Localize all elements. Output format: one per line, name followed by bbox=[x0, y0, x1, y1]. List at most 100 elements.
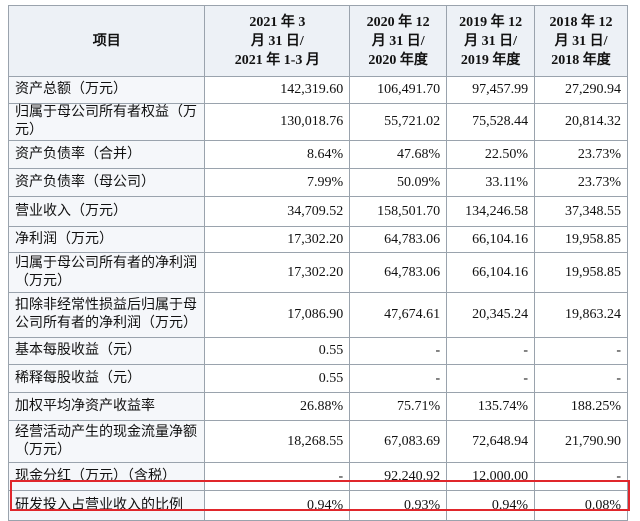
table-row: 稀释每股收益（元） 0.55- - - bbox=[7, 364, 628, 393]
row-label: 经营活动产生的现金流量净额（万元） bbox=[7, 420, 206, 463]
table-row: 归属于母公司所有者的净利润（万元） 17,302.20 64,783.06 66,10… bbox=[7, 252, 628, 293]
row-label: 扣除非经常性损益后归属于母公司所有者的净利润（万元） bbox=[7, 292, 206, 338]
cell-value: 66,104.16 bbox=[446, 252, 536, 293]
table-row: 归属于母公司所有者权益（万元） 130,018.76 55,721.02 75,528… bbox=[7, 103, 628, 141]
cell-value: 0.93% bbox=[349, 490, 448, 521]
table-row: 营业收入（万元） 34,709.52 158,501.70 134,246.58 37,… bbox=[7, 196, 628, 227]
header-cell: 2020 年 12 月 31 日/2020 年度 bbox=[349, 5, 448, 77]
cell-value: - bbox=[446, 364, 536, 393]
header-line: 月 31 日/ bbox=[250, 33, 304, 49]
cell-value: 55,721.02 bbox=[349, 103, 448, 141]
table-row: 资产总额（万元） 142,319.60 106,491.70 97,457.99 27,… bbox=[7, 76, 628, 104]
header-line: 2021 年 3 bbox=[249, 14, 306, 30]
cell-value: 64,783.06 bbox=[349, 226, 448, 253]
cell-value: 72,648.94 bbox=[446, 420, 536, 463]
cell-value: 33.11% bbox=[446, 168, 536, 197]
highlight-box bbox=[10, 480, 630, 511]
header-line: 2019 年 12 bbox=[459, 14, 523, 30]
cell-value: 23.73% bbox=[534, 168, 628, 197]
row-label: 稀释每股收益（元） bbox=[7, 364, 206, 393]
table-row: 资产负债率（合并） 8.64% 47.68% 22.50% 23.73% bbox=[7, 140, 628, 169]
cell-value: 18,268.55 bbox=[204, 420, 351, 463]
cell-value: 21,790.90 bbox=[534, 420, 628, 463]
cell-value: 8.64% bbox=[204, 140, 351, 169]
cell-value: 47.68% bbox=[349, 140, 448, 169]
cell-value: 92,240.92 bbox=[349, 462, 448, 491]
row-label: 归属于母公司所有者的净利润（万元） bbox=[7, 252, 206, 293]
header-line: 2020 年 12 bbox=[366, 14, 430, 30]
table-row: 研发投入占营业收入的比例 0.94% 0.93% 0.94% 0.08% bbox=[7, 490, 628, 521]
header-line: 2019 年度 bbox=[460, 52, 521, 68]
table-row: 现金分红（万元）（含税） -92,240.92 12,000.00- bbox=[7, 462, 628, 491]
table-row: 基本每股收益（元） 0.55- - - bbox=[7, 337, 628, 365]
cell-value: 188.25% bbox=[534, 392, 628, 421]
cell-value: - bbox=[534, 337, 628, 365]
header-line: 2021 年 1-3 月 bbox=[234, 52, 320, 68]
header-line: 2020 年度 bbox=[368, 52, 428, 68]
cell-value: 27,290.94 bbox=[534, 76, 628, 104]
cell-value: 67,083.69 bbox=[349, 420, 448, 463]
cell-value: 106,491.70 bbox=[349, 76, 448, 104]
header-line: 2018 年 12 bbox=[549, 14, 613, 30]
header-line: 月 31 日/ bbox=[554, 33, 608, 49]
header-line: 2018 年度 bbox=[551, 52, 611, 68]
cell-value: 75,528.44 bbox=[446, 103, 536, 141]
table-row: 扣除非经常性损益后归属于母公司所有者的净利润（万元） 17,086.90 47,67… bbox=[7, 292, 628, 338]
cell-value: 17,086.90 bbox=[204, 292, 351, 338]
header-line: 月 31 日/ bbox=[464, 33, 518, 49]
cell-value: 97,457.99 bbox=[446, 76, 536, 104]
header-cell: 2018 年 12 月 31 日/2018 年度 bbox=[534, 5, 628, 77]
cell-value: 20,345.24 bbox=[446, 292, 536, 338]
table-row: 净利润（万元） 17,302.20 64,783.06 66,104.16 19,958… bbox=[7, 226, 628, 253]
table-row: 加权平均净资产收益率 26.88% 75.71% 135.74% 188.25% bbox=[7, 392, 628, 421]
cell-value: 0.55 bbox=[204, 364, 351, 393]
cell-value: 20,814.32 bbox=[534, 103, 628, 141]
cell-value: 19,958.85 bbox=[534, 252, 628, 293]
cell-value: 23.73% bbox=[534, 140, 628, 169]
cell-value: 158,501.70 bbox=[349, 196, 448, 227]
row-label: 净利润（万元） bbox=[7, 226, 206, 253]
cell-value: 66,104.16 bbox=[446, 226, 536, 253]
cell-value: 75.71% bbox=[349, 392, 448, 421]
cell-value: 64,783.06 bbox=[349, 252, 448, 293]
cell-value: 19,958.85 bbox=[534, 226, 628, 253]
header-cell: 2021 年 3 月 31 日/2021 年 1-3 月 bbox=[204, 5, 351, 77]
cell-value: 0.94% bbox=[204, 490, 351, 521]
cell-value: - bbox=[349, 364, 448, 393]
cell-value: 37,348.55 bbox=[534, 196, 628, 227]
row-label: 资产负债率（合并） bbox=[7, 140, 206, 169]
cell-value: 134,246.58 bbox=[446, 196, 536, 227]
header-row: 项目 2021 年 3 月 31 日/2021 年 1-3 月 2020 年 12 月 … bbox=[7, 5, 628, 77]
cell-value: 12,000.00 bbox=[446, 462, 536, 491]
row-label: 归属于母公司所有者权益（万元） bbox=[7, 103, 206, 141]
cell-value: - bbox=[349, 337, 448, 365]
data-table: 项目 2021 年 3 月 31 日/2021 年 1-3 月 2020 年 12 月 … bbox=[7, 5, 628, 521]
cell-value: 22.50% bbox=[446, 140, 536, 169]
row-label: 资产负债率（母公司） bbox=[7, 168, 206, 197]
cell-value: - bbox=[446, 337, 536, 365]
cell-value: 47,674.61 bbox=[349, 292, 448, 338]
cell-value: 50.09% bbox=[349, 168, 448, 197]
table-body: 资产总额（万元） 142,319.60 106,491.70 97,457.99 27,… bbox=[7, 76, 628, 521]
cell-value: 17,302.20 bbox=[204, 226, 351, 253]
cell-value: 7.99% bbox=[204, 168, 351, 197]
table-row: 经营活动产生的现金流量净额（万元） 18,268.55 67,083.69 72,64… bbox=[7, 420, 628, 463]
row-label: 加权平均净资产收益率 bbox=[7, 392, 206, 421]
row-label: 资产总额（万元） bbox=[7, 76, 206, 104]
cell-value: 0.08% bbox=[534, 490, 628, 521]
row-label: 基本每股收益（元） bbox=[7, 337, 206, 365]
cell-value: 17,302.20 bbox=[204, 252, 351, 293]
cell-value: 26.88% bbox=[204, 392, 351, 421]
header-cell: 2019 年 12 月 31 日/2019 年度 bbox=[446, 5, 536, 77]
cell-value: 34,709.52 bbox=[204, 196, 351, 227]
cell-value: 130,018.76 bbox=[204, 103, 351, 141]
cell-value: - bbox=[534, 364, 628, 393]
cell-value: 142,319.60 bbox=[204, 76, 351, 104]
cell-value: 19,863.24 bbox=[534, 292, 628, 338]
table-row: 资产负债率（母公司） 7.99% 50.09% 33.11% 23.73% bbox=[7, 168, 628, 197]
header-line: 月 31 日/ bbox=[371, 33, 425, 49]
row-label: 现金分红（万元）（含税） bbox=[7, 462, 206, 491]
cell-value: 135.74% bbox=[446, 392, 536, 421]
cell-value: 0.55 bbox=[204, 337, 351, 365]
